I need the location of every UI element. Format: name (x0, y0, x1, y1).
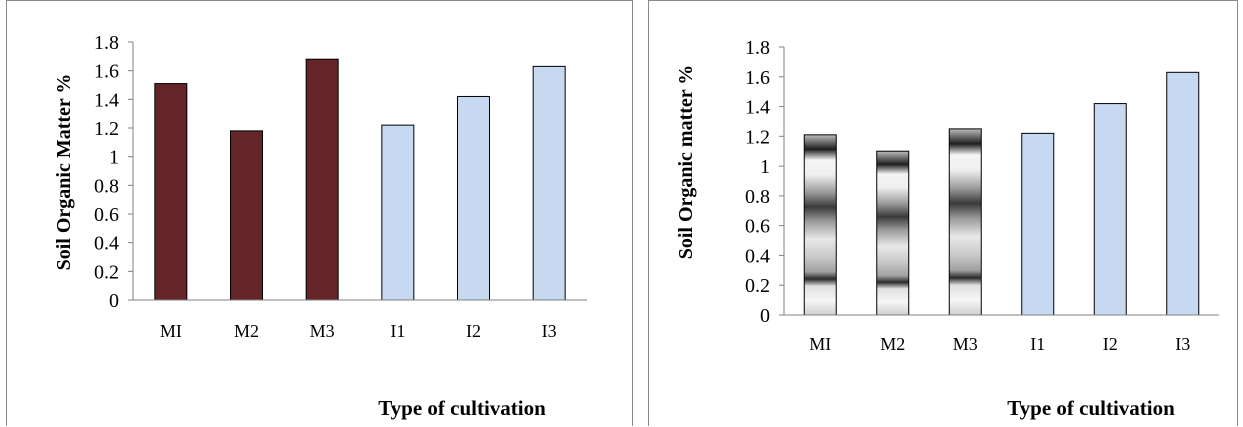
y-tick-label: 1.2 (745, 126, 770, 148)
y-axis-ticks: 0 0.2 0.4 0.6 0.8 1 1.2 1.4 1.6 1.8 (745, 37, 784, 327)
bar-i1 (381, 124, 415, 301)
bar-chart-right: 00.20.40.60.811.21.41.61.8 MI M2 M3 I1 I2 I3 … (675, 37, 1219, 420)
bar-m3 (305, 58, 339, 301)
bar-m3 (948, 128, 982, 316)
bars (803, 71, 1200, 316)
x-axis-label: Type of cultivation (1007, 396, 1175, 420)
bar-i3 (532, 65, 566, 301)
y-tick-label: 1.8 (745, 37, 770, 59)
x-category-label: I3 (1175, 334, 1190, 354)
y-tick-label: 1 (760, 156, 770, 178)
y-tick-label: 1.6 (94, 61, 119, 83)
bar-i2 (1093, 103, 1127, 316)
y-tick-label: 0 (760, 305, 770, 327)
chart-panel-left: 0 0.2 0.4 0.6 0.8 1 1.2 1.4 1.6 1.8 MI M2 M3 I1 I2 I3 … (6, 0, 633, 426)
bar-i2 (457, 95, 490, 301)
bars (154, 58, 566, 301)
y-tick-label: 1.4 (745, 97, 770, 119)
x-axis-categories: MI M2 M3 I1 I2 I3 (809, 334, 1190, 354)
y-tick-label: 0.2 (745, 275, 770, 297)
y-tick-label: 0.8 (94, 175, 119, 197)
y-tick-label: 0.4 (745, 245, 770, 267)
y-tick-label: 1.2 (94, 118, 119, 140)
x-category-label: MI (809, 334, 831, 354)
x-category-label: I1 (1030, 334, 1045, 354)
x-category-label: I1 (390, 321, 405, 341)
y-tick-label: 1.8 (94, 32, 119, 54)
y-axis-label: Soil Organic Matter % (53, 74, 75, 271)
y-tick-label: 0.6 (745, 216, 770, 238)
bar-m2 (230, 130, 263, 301)
bar-mi (803, 134, 837, 316)
bar-mi (154, 83, 188, 301)
x-category-label: I2 (1103, 334, 1118, 354)
x-axis-categories: MI M2 M3 I1 I2 I3 (160, 321, 557, 341)
y-tick-label: 0.6 (94, 204, 119, 226)
axes (132, 42, 587, 301)
x-category-label: MI (160, 321, 182, 341)
bar-m2 (876, 150, 910, 316)
y-tick-label: 1.6 (745, 67, 770, 89)
y-tick-label: 0.2 (94, 261, 119, 283)
y-tick-label: 1.4 (94, 89, 119, 111)
y-tick-label: 0.8 (745, 186, 770, 208)
bar-chart-left: 00.20.40.60.811.21.41.61.8 MI M2 M3 I1 I2 I3 … (53, 32, 587, 420)
x-category-label: M2 (234, 321, 259, 341)
chart-panel-right: 0 0.2 0.4 0.6 0.8 1 1.2 1.4 1.6 1.8 MI M2 M3 I1 I2 I3 … (648, 0, 1238, 426)
x-category-label: I2 (466, 321, 481, 341)
bar-i1 (1021, 132, 1055, 316)
bar-i3 (1166, 71, 1200, 316)
x-category-label: M3 (310, 321, 335, 341)
y-tick-label: 1 (109, 147, 119, 169)
axes (783, 47, 1219, 316)
y-axis-label: Soil Organic matter % (675, 65, 697, 260)
x-category-label: M2 (880, 334, 905, 354)
y-tick-label: 0 (109, 290, 119, 312)
y-axis-ticks: 0 0.2 0.4 0.6 0.8 1 1.2 1.4 1.6 1.8 (94, 32, 133, 312)
y-tick-label: 0.4 (94, 233, 119, 255)
x-category-label: M3 (953, 334, 978, 354)
x-axis-label: Type of cultivation (378, 396, 546, 420)
x-category-label: I3 (542, 321, 557, 341)
